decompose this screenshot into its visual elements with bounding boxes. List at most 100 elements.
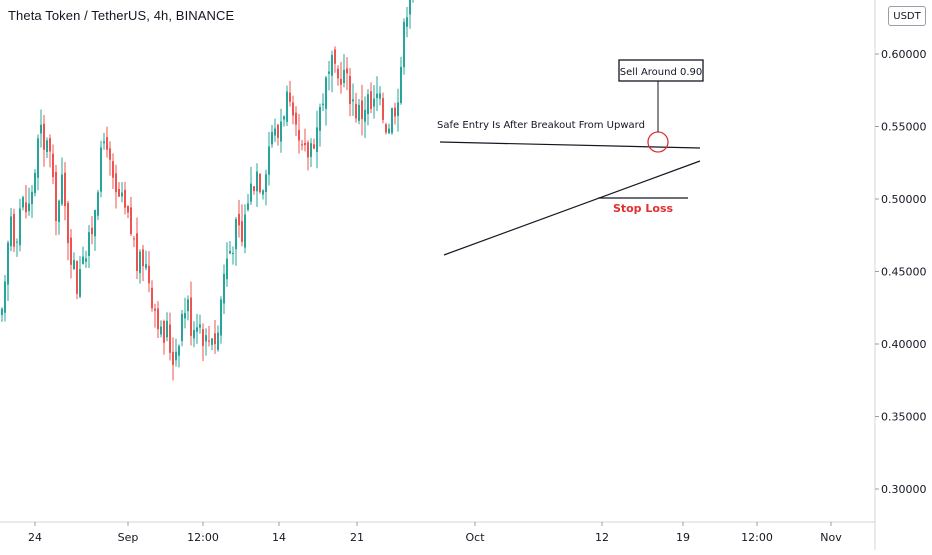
candle-body [379,93,381,99]
candle-body [202,329,204,346]
candle-body [400,66,402,104]
candle-body [103,141,105,144]
candle-body [79,269,81,297]
candle-body [67,202,69,244]
candle-body [205,335,207,342]
candle-body [28,203,30,212]
candle-body [217,332,219,350]
candle-body [142,249,144,267]
candle-body [232,252,234,254]
price-tick-label: 0.30000 [881,483,927,496]
time-tick-label: 12:00 [187,531,219,544]
candle-body [148,265,150,284]
candle-body [169,324,171,353]
price-tick-label: 0.40000 [881,338,927,351]
sell-callout-box [618,59,704,82]
candle-body [100,147,102,192]
candle-body [118,188,120,197]
candle-body [178,345,180,356]
candle-body [82,256,84,264]
candle-body [253,186,255,192]
candle-body [397,102,399,116]
candle-body [190,297,192,336]
candle-body [373,98,375,107]
time-tick-label: 14 [272,531,286,544]
candle-body [121,192,123,197]
candle-body [46,140,48,153]
currency-button[interactable]: USDT [888,6,926,26]
candle-body [376,93,378,99]
candle-body [109,148,111,160]
candle-body [97,192,99,216]
candle-body [295,112,297,125]
candle-body [337,68,339,79]
candle-body [274,128,276,136]
candle-body [88,232,90,256]
candle-body [145,264,147,268]
candle-body [304,142,306,146]
candle-body [10,216,12,247]
time-tick-label: 12 [595,531,609,544]
candle-body [226,258,228,280]
candle-body [352,99,354,102]
time-tick-label: Oct [465,531,485,544]
candle-body [181,313,183,342]
candle-body [166,320,168,338]
candle-body [133,238,135,240]
candle-body [22,197,24,208]
candle-body [106,137,108,150]
candle-body [292,102,294,116]
candle-body [244,214,246,248]
candle-body [319,106,321,131]
candle-body [58,200,60,222]
candle-body [196,327,198,332]
candle-body [346,68,348,74]
time-tick-label: Nov [820,531,842,544]
candle-body [256,171,258,192]
candle-body [280,121,282,142]
candle-body [211,338,213,345]
price-tick-label: 0.55000 [881,121,927,134]
candle-body [13,213,15,247]
candle-body [259,173,261,193]
candle-body [19,208,21,246]
candle-body [160,326,162,335]
time-tick-label: Sep [118,531,139,544]
candle-body [112,161,114,178]
candle-body [139,251,141,273]
candle-body [331,54,333,76]
candle-body [70,237,72,265]
candle-body [385,124,387,133]
candle-body [307,142,309,158]
candle-body [349,75,351,104]
candle-body [43,123,45,150]
support-trendline [443,160,701,256]
candle-body [250,183,252,202]
candle-body [214,333,216,345]
time-tick-label: 12:00 [741,531,773,544]
candle-body [157,308,159,330]
candle-body [193,329,195,339]
time-tick-label: 19 [676,531,690,544]
candle-body [172,351,174,365]
entry-note: Safe Entry Is After Breakout From Upward [437,120,645,131]
candle-body [358,104,360,121]
candle-body [91,227,93,235]
candle-body [328,71,330,74]
candle-body [322,103,324,105]
candle-body [220,299,222,336]
candle-body [409,0,411,15]
candle-body [73,260,75,270]
candle-body [49,138,51,152]
candle-body [199,324,201,328]
candle-body [130,207,132,235]
candle-body [394,107,396,117]
candle-body [115,173,117,193]
candle-body [229,250,231,254]
candle-body [238,213,240,226]
candle-body [316,127,318,153]
price-tick-label: 0.60000 [881,48,927,61]
symbol-title: Theta Token / TetherUS, 4h, BINANCE [8,8,235,23]
